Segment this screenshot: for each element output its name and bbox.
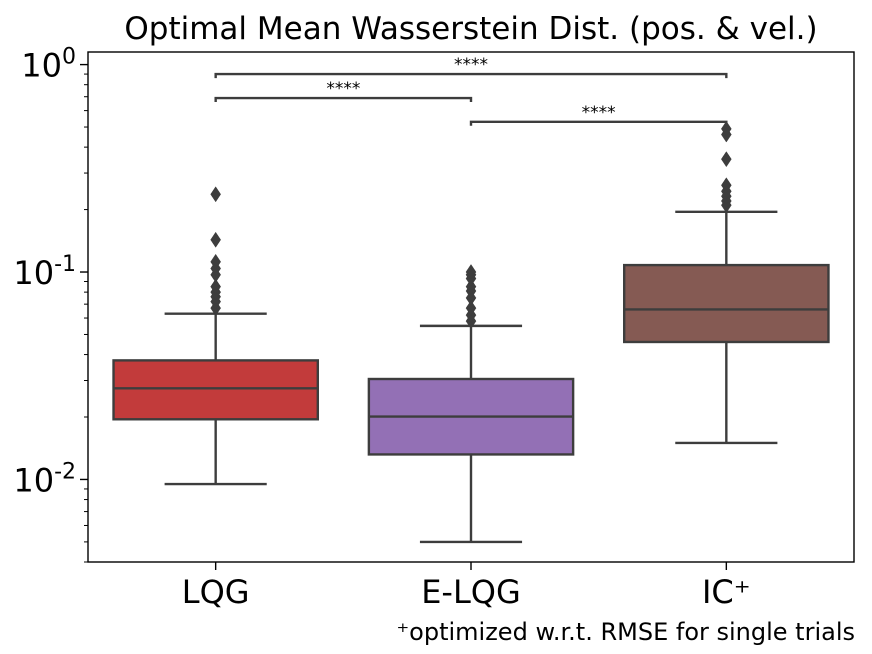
outlier-point xyxy=(210,231,221,248)
outlier-point xyxy=(210,278,221,295)
outlier-point xyxy=(721,120,732,137)
box-IC⁺ xyxy=(623,263,830,344)
x-tick-label: IC⁺ xyxy=(702,573,751,611)
significance-label: **** xyxy=(454,55,488,75)
outlier-point xyxy=(210,186,221,203)
axes-frame xyxy=(87,51,855,563)
y-tick-label: 100 xyxy=(21,45,76,85)
significance-bracket xyxy=(214,72,728,79)
chart-title: Optimal Mean Wasserstein Dist. (pos. & v… xyxy=(124,11,817,47)
footnote: ⁺optimized w.r.t. RMSE for single trials xyxy=(396,618,856,646)
y-tick-label: 10-1 xyxy=(13,252,76,292)
significance-bracket xyxy=(469,120,728,126)
outlier-point xyxy=(465,264,477,280)
box-LQG xyxy=(112,359,319,421)
x-tick-label: E-LQG xyxy=(421,573,521,611)
outlier-point xyxy=(721,177,732,194)
outlier-point xyxy=(721,151,732,168)
y-tick-label: 10-2 xyxy=(13,459,76,499)
significance-bracket xyxy=(214,96,473,103)
outlier-point xyxy=(210,253,221,270)
outlier-point xyxy=(465,278,477,295)
plot-area: 100 10-1 10-2 LQG E-LQG IC⁺ **** **** **** xyxy=(13,45,855,611)
significance-label: **** xyxy=(582,103,616,123)
x-tick-label: LQG xyxy=(182,573,250,611)
significance-label: **** xyxy=(326,79,360,99)
outlier-point xyxy=(465,300,477,317)
